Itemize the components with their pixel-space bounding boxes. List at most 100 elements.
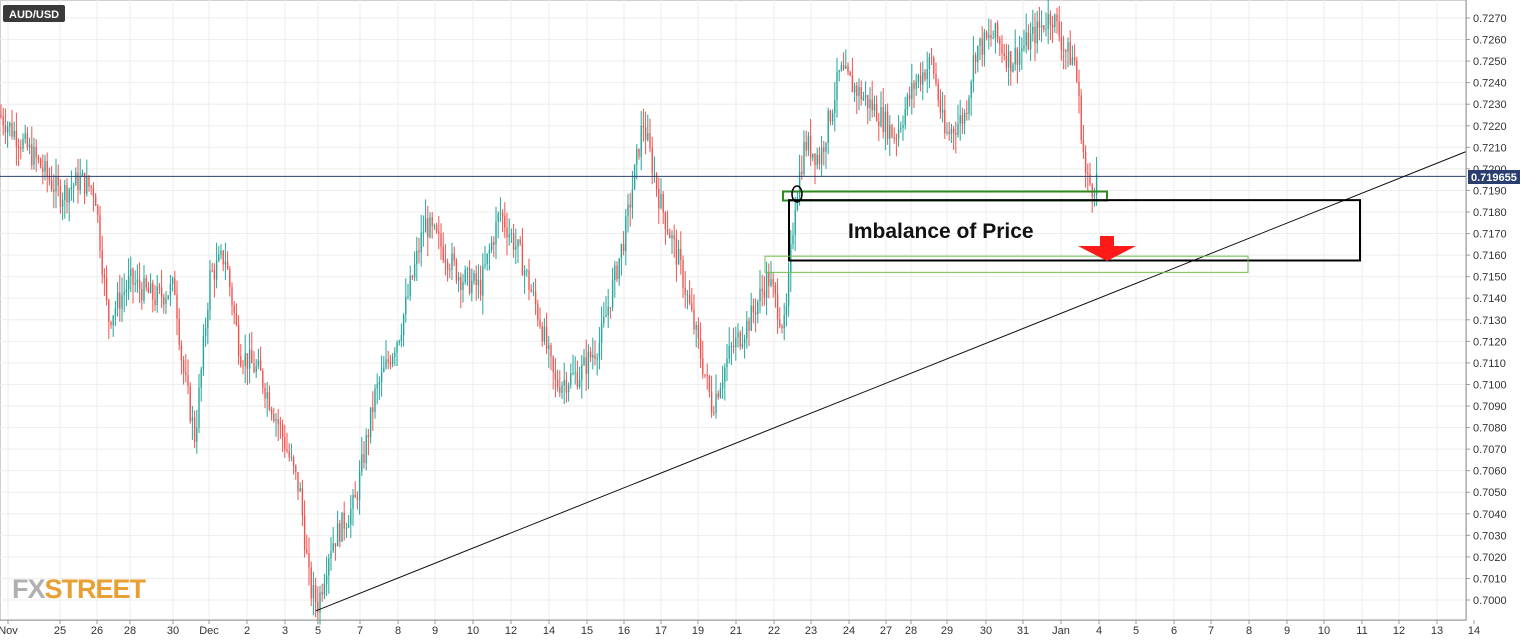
- candle-body: [431, 217, 433, 226]
- candle-body: [796, 197, 799, 211]
- y-tick-label: 0.7140: [1473, 293, 1507, 305]
- candle-body: [596, 358, 598, 360]
- candle-body: [724, 367, 726, 383]
- candle-body: [198, 387, 200, 428]
- candle-body: [563, 380, 565, 386]
- candle-body: [385, 359, 387, 368]
- candle-body: [134, 283, 136, 285]
- candle-body: [42, 167, 44, 172]
- x-tick-label: 2: [244, 625, 250, 637]
- candle-body: [869, 99, 871, 109]
- candle-body: [944, 109, 946, 134]
- candle-body: [451, 253, 453, 271]
- candle-body: [968, 97, 970, 114]
- candle-body: [0, 115, 2, 117]
- grid: [0, 0, 1467, 621]
- candle-body: [895, 138, 898, 140]
- candle-body: [330, 551, 332, 559]
- candle-body: [814, 153, 816, 166]
- y-tick-label: 0.7120: [1473, 336, 1507, 348]
- candle-body: [862, 97, 865, 100]
- current-price-text: 0.719655: [1471, 172, 1517, 184]
- candle-body: [845, 65, 847, 69]
- candle-body: [583, 357, 585, 365]
- candle-body: [658, 188, 660, 209]
- candle-body: [361, 454, 363, 472]
- candle-body: [827, 110, 829, 144]
- candle-body: [259, 360, 262, 371]
- candle-body: [1003, 53, 1005, 57]
- x-tick-label: 14: [543, 625, 555, 637]
- candle-body: [809, 135, 812, 158]
- candle-body: [391, 356, 394, 365]
- candle-body: [292, 457, 295, 466]
- candle-body: [61, 200, 64, 207]
- candle-body: [398, 340, 400, 343]
- x-tick-label: Jan: [1052, 625, 1070, 637]
- candle-body: [559, 387, 561, 393]
- candle-body: [400, 335, 403, 341]
- candle-body: [374, 388, 376, 412]
- candle-body: [651, 148, 653, 174]
- candle-body: [1032, 26, 1034, 34]
- candle-body: [233, 305, 235, 313]
- candle-body: [684, 288, 686, 295]
- candle-body: [394, 352, 396, 357]
- candle-body: [176, 294, 178, 319]
- candle-body: [825, 143, 827, 152]
- candle-body: [752, 305, 755, 313]
- candle-body: [933, 57, 935, 74]
- candle-body: [743, 338, 746, 344]
- candle-body: [1005, 56, 1008, 68]
- candle-body: [636, 148, 638, 165]
- candle-body: [499, 212, 502, 214]
- candle-body: [171, 278, 174, 284]
- candle-body: [345, 527, 348, 529]
- candle-body: [803, 141, 805, 174]
- candle-body: [418, 250, 420, 253]
- candle-body: [358, 471, 361, 500]
- candle-body: [125, 289, 128, 293]
- candle-body: [279, 423, 282, 425]
- candle-body: [196, 427, 198, 442]
- candle-body: [578, 380, 581, 387]
- candle-body: [607, 307, 609, 316]
- candle-body: [647, 133, 649, 140]
- candle-body: [979, 38, 981, 46]
- candle-body: [295, 465, 297, 472]
- candle-body: [794, 210, 796, 236]
- candle-body: [101, 250, 103, 275]
- candle-body: [405, 296, 407, 315]
- candle-body: [363, 454, 365, 463]
- candle-body: [913, 83, 915, 89]
- x-tick-label: 7: [1208, 625, 1214, 637]
- candle-body: [669, 232, 671, 239]
- candle-body: [664, 212, 667, 229]
- candle-body: [526, 270, 528, 272]
- candle-body: [864, 95, 867, 98]
- candle-body: [587, 351, 590, 374]
- candle-body: [1021, 48, 1023, 52]
- candle-body: [442, 246, 444, 260]
- candle-body: [680, 248, 682, 261]
- candle-body: [75, 172, 77, 186]
- logo-left: FX: [12, 574, 45, 604]
- candle-body: [704, 374, 706, 376]
- candle-body: [1034, 26, 1036, 44]
- candle-body: [20, 147, 22, 149]
- candle-body: [1018, 51, 1021, 65]
- symbol-label: AUD/USD: [3, 5, 65, 22]
- candle-body: [1025, 32, 1027, 46]
- candle-body: [908, 95, 911, 99]
- candle-body: [257, 360, 260, 367]
- candle-body: [594, 354, 596, 359]
- candle-body: [1023, 45, 1025, 49]
- candle-body: [4, 125, 7, 133]
- candle-body: [321, 592, 323, 595]
- candle-body: [508, 234, 510, 238]
- candle-body: [273, 414, 275, 421]
- x-tick-label: 9: [1284, 625, 1290, 637]
- candle-body: [83, 172, 86, 194]
